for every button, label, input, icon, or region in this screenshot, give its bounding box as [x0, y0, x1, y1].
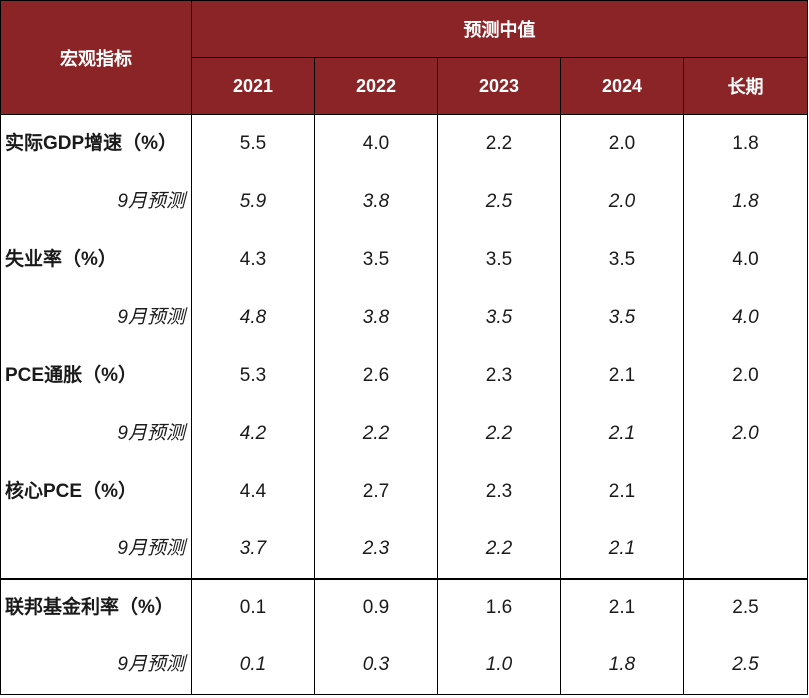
table-cell: 3.8 — [314, 172, 438, 231]
table-row: PCE通胀（%） 5.3 2.6 2.3 2.1 2.0 — [0, 346, 809, 405]
year-header: 2022 — [314, 57, 438, 115]
table-row: 核心PCE（%） 4.4 2.7 2.3 2.1 — [0, 462, 809, 521]
table-cell: 2.1 — [560, 404, 684, 463]
table-cell: 4.8 — [191, 288, 315, 347]
table-cell: 2.0 — [560, 172, 684, 231]
table-cell: 4.2 — [191, 404, 315, 463]
table-cell: 3.8 — [314, 288, 438, 347]
table-cell: 0.1 — [191, 636, 315, 695]
table-cell: 1.6 — [437, 577, 561, 637]
table-row: 9月预测 4.2 2.2 2.2 2.1 2.0 — [0, 404, 809, 463]
table-cell: 2.2 — [314, 404, 438, 463]
table-row: 失业率（%） 4.3 3.5 3.5 3.5 4.0 — [0, 230, 809, 289]
table-row: 9月预测 3.7 2.3 2.2 2.1 — [0, 520, 809, 579]
table-cell: 4.0 — [314, 114, 438, 173]
row-label: 9月预测 — [0, 172, 192, 231]
table-cell: 1.8 — [682, 172, 809, 231]
table-row: 9月预测 0.1 0.3 1.0 1.8 2.5 — [0, 636, 809, 695]
table-cell: 2.1 — [560, 462, 684, 521]
table-cell: 2.0 — [682, 346, 809, 405]
table-cell: 2.1 — [560, 346, 684, 405]
table-cell: 2.3 — [437, 346, 561, 405]
table-cell: 3.5 — [560, 230, 684, 289]
table-cell: 1.8 — [682, 114, 809, 173]
row-label: 9月预测 — [0, 404, 192, 463]
row-label: 9月预测 — [0, 288, 192, 347]
table-cell: 3.5 — [314, 230, 438, 289]
table-cell: 1.8 — [560, 636, 684, 695]
table-cell: 0.1 — [191, 577, 315, 637]
table-row: 9月预测 5.9 3.8 2.5 2.0 1.8 — [0, 172, 809, 231]
table-row: 实际GDP增速（%） 5.5 4.0 2.2 2.0 1.8 — [0, 114, 809, 173]
table-cell: 2.7 — [314, 462, 438, 521]
table-cell: 2.5 — [682, 636, 809, 695]
year-header: 2023 — [437, 57, 561, 115]
table-cell: 2.0 — [682, 404, 809, 463]
table-cell: 3.5 — [437, 230, 561, 289]
row-label: PCE通胀（%） — [0, 346, 192, 405]
year-header: 2024 — [560, 57, 684, 115]
median-forecast-header: 预测中值 — [190, 0, 809, 58]
table-cell: 4.0 — [682, 288, 809, 347]
table-cell: 5.5 — [191, 114, 315, 173]
table-cell: 3.7 — [191, 520, 315, 579]
indicator-header: 宏观指标 — [0, 0, 192, 115]
table-cell: 2.1 — [560, 577, 684, 637]
table-cell: 0.9 — [314, 577, 438, 637]
row-label: 9月预测 — [0, 636, 192, 695]
row-label: 核心PCE（%） — [0, 462, 192, 521]
table-cell: 2.5 — [682, 577, 809, 637]
row-label: 失业率（%） — [0, 230, 192, 289]
table-row: 联邦基金利率（%） 0.1 0.9 1.6 2.1 2.5 — [0, 577, 809, 637]
table-cell: 0.3 — [314, 636, 438, 695]
table-cell: 4.4 — [191, 462, 315, 521]
table-cell: 2.0 — [560, 114, 684, 173]
table-cell: 2.3 — [437, 462, 561, 521]
table-cell: 1.0 — [437, 636, 561, 695]
table-cell: 2.5 — [437, 172, 561, 231]
table-cell: 5.3 — [191, 346, 315, 405]
long-run-header: 长期 — [682, 57, 809, 115]
year-header: 2021 — [191, 57, 315, 115]
table-row: 9月预测 4.8 3.8 3.5 3.5 4.0 — [0, 288, 809, 347]
table-cell: 2.2 — [437, 520, 561, 579]
table-header: 宏观指标 预测中值 2021 2022 2023 2024 长期 — [0, 0, 809, 115]
table-cell: 2.6 — [314, 346, 438, 405]
table-cell: 2.3 — [314, 520, 438, 579]
table-cell: 2.2 — [437, 114, 561, 173]
table-cell: 3.5 — [560, 288, 684, 347]
table-cell: 4.0 — [682, 230, 809, 289]
row-label: 实际GDP增速（%） — [0, 114, 192, 173]
row-label: 9月预测 — [0, 520, 192, 579]
table-body: 实际GDP增速（%） 5.5 4.0 2.2 2.0 1.8 9月预测 5.9 … — [0, 114, 809, 695]
table-cell — [682, 462, 809, 521]
table-cell: 3.5 — [437, 288, 561, 347]
table-cell — [682, 520, 809, 579]
table-cell: 2.1 — [560, 520, 684, 579]
row-label: 联邦基金利率（%） — [0, 577, 192, 637]
table-cell: 2.2 — [437, 404, 561, 463]
table-cell: 5.9 — [191, 172, 315, 231]
table-cell: 4.3 — [191, 230, 315, 289]
